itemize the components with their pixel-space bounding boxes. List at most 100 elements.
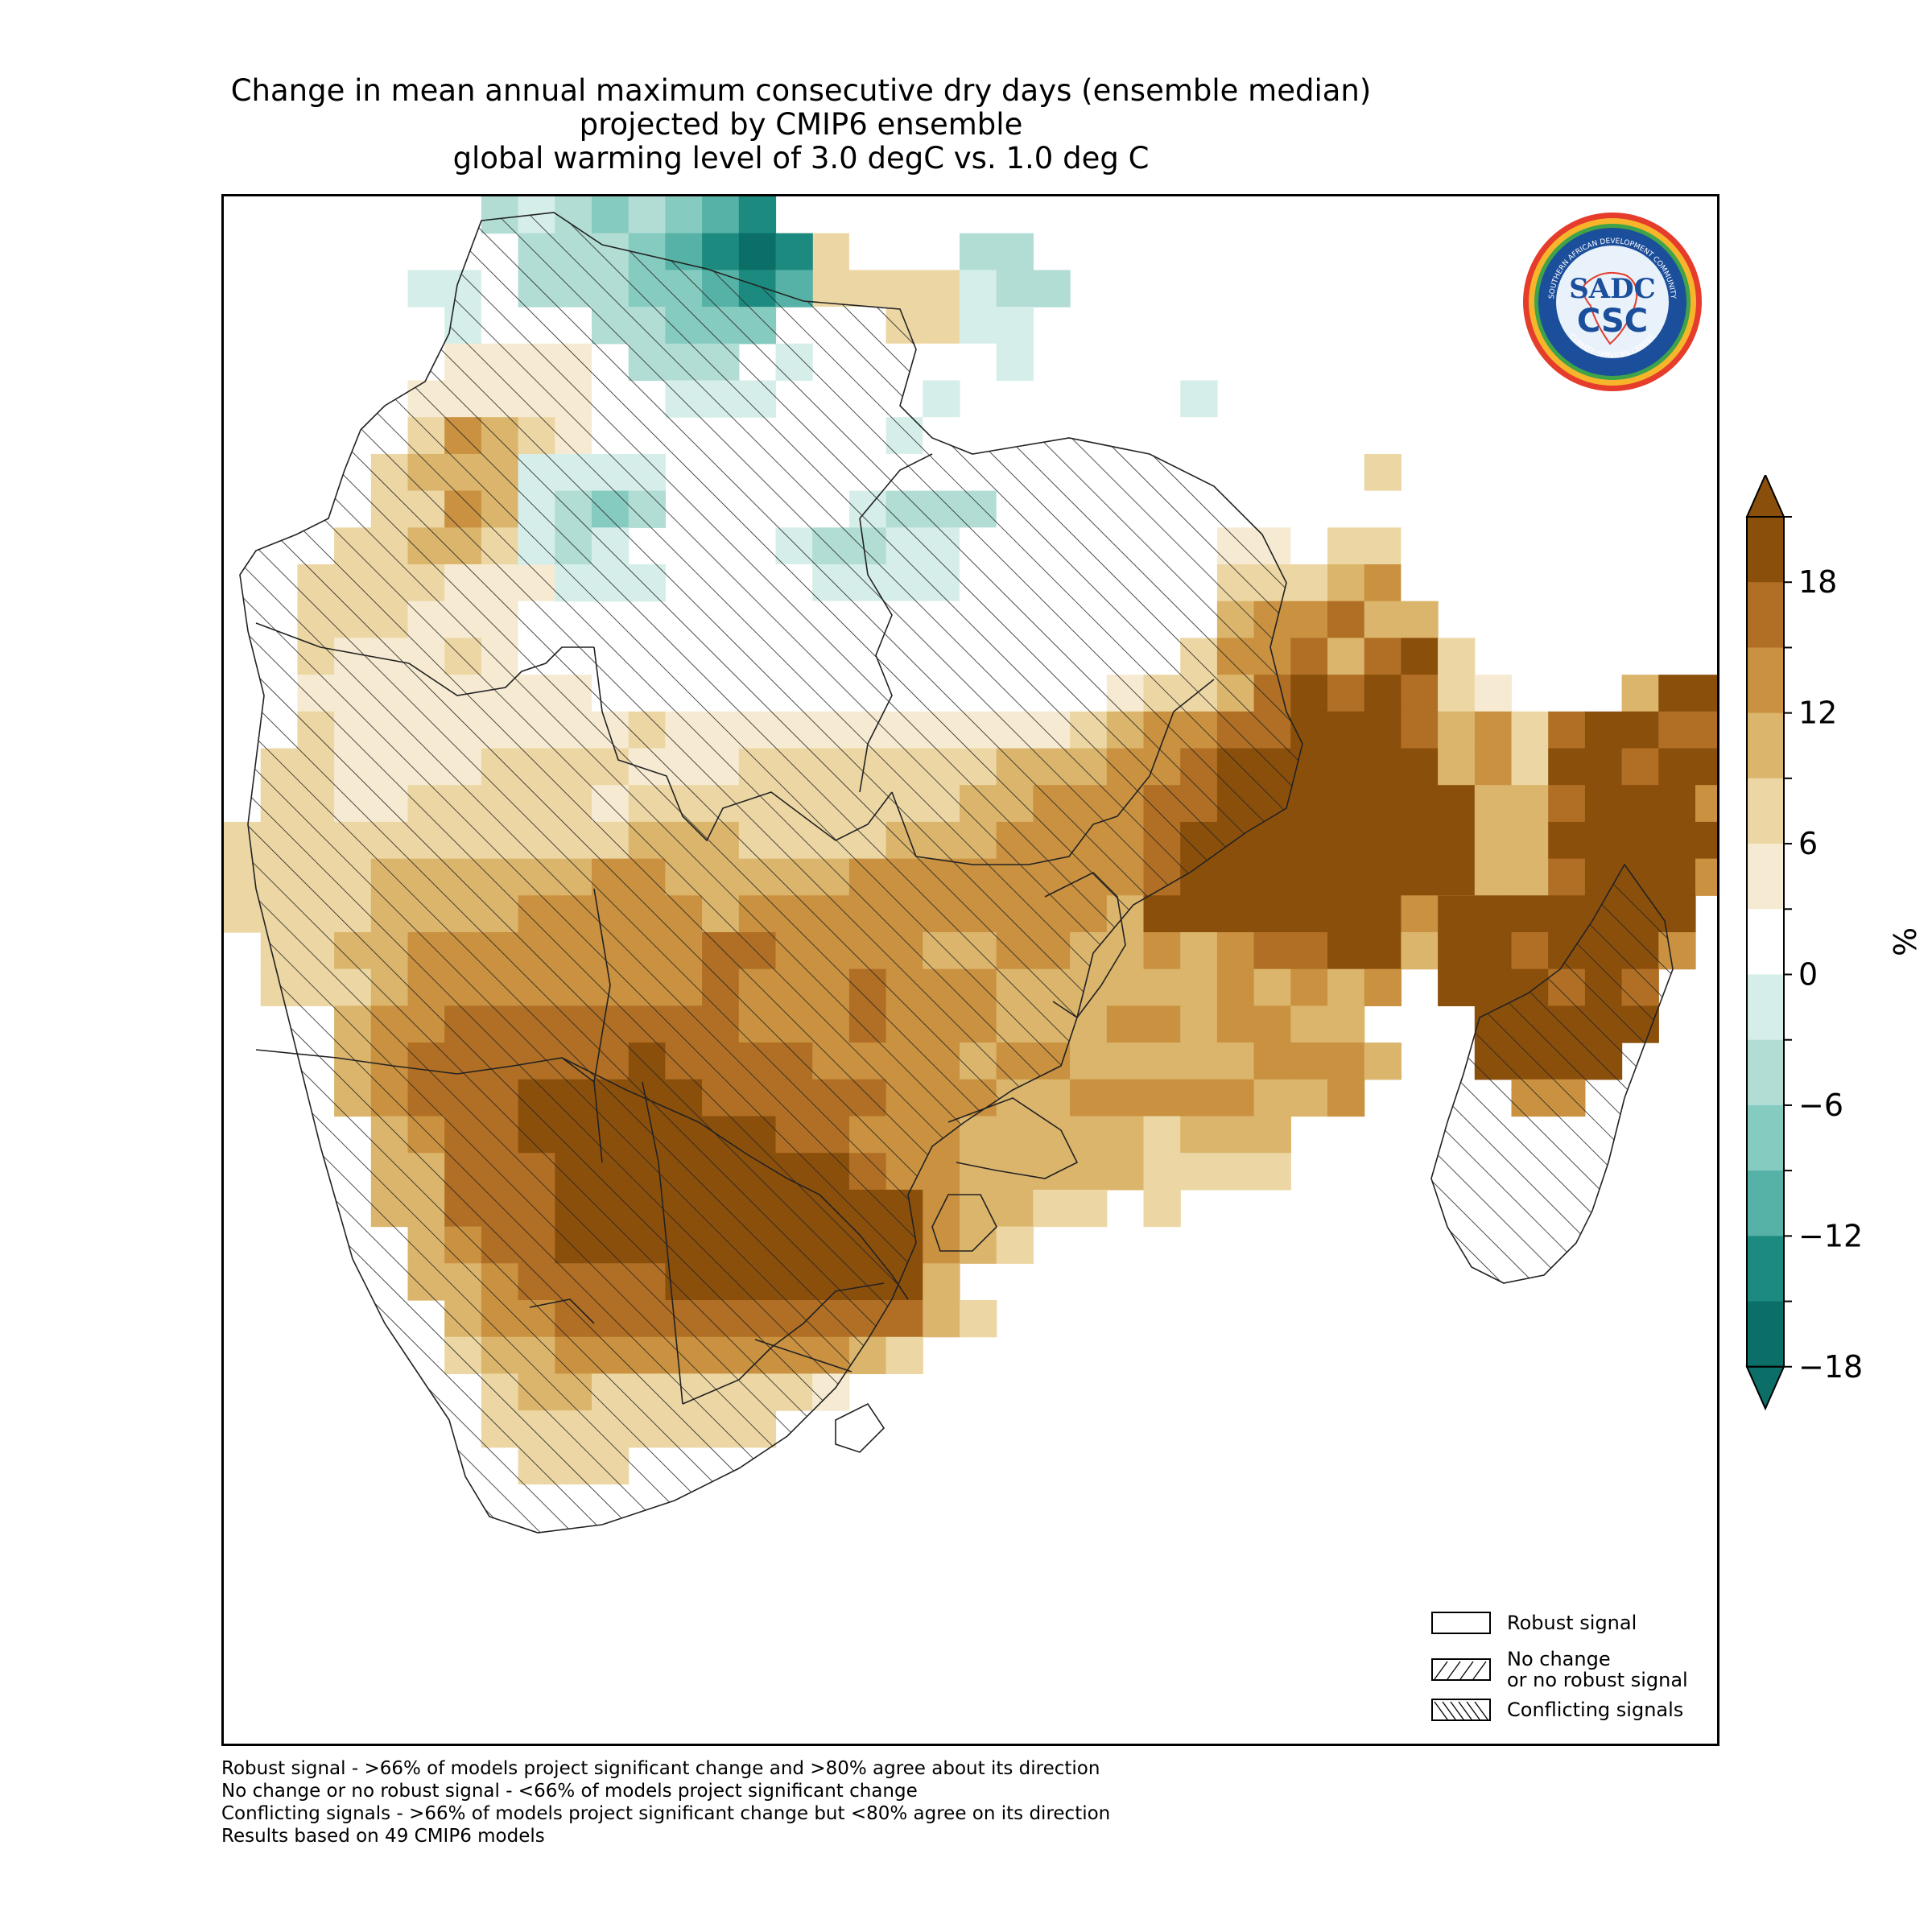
grid-cell — [1216, 858, 1255, 896]
grid-cell — [1216, 417, 1255, 455]
colorbar-extend-min — [1745, 1365, 1785, 1411]
grid-cell — [628, 196, 666, 234]
grid-cell — [1327, 527, 1365, 565]
grid-cell-madagascar — [1474, 968, 1513, 1006]
colorbar-tick-label: 0 — [1798, 957, 1818, 993]
grid-cell — [1143, 932, 1181, 970]
grid-cell — [775, 233, 813, 270]
footnotes: Robust signal - >66% of models project s… — [221, 1757, 1110, 1847]
grid-cell — [1290, 785, 1328, 823]
grid-cell — [702, 196, 740, 234]
grid-cell — [996, 1226, 1034, 1264]
footnote-no-change: No change or no robust signal - <66% of … — [221, 1781, 918, 1802]
grid-cell — [1290, 1079, 1328, 1117]
grid-cell-madagascar — [1621, 748, 1659, 786]
country-border — [593, 646, 893, 842]
grid-cell — [1253, 968, 1291, 1006]
grid-cell — [407, 270, 445, 308]
colorbar-segment — [1747, 974, 1784, 1041]
grid-cell-madagascar — [1474, 858, 1513, 896]
country-border — [561, 1057, 820, 1195]
grid-cell — [1143, 1116, 1181, 1154]
grid-cell — [923, 233, 960, 270]
grid-cell — [738, 233, 777, 270]
grid-cell — [1253, 1005, 1291, 1043]
grid-cell — [960, 1153, 997, 1191]
grid-cell — [1364, 968, 1402, 1006]
grid-cell-madagascar — [1584, 821, 1623, 860]
grid-cell — [1143, 1153, 1181, 1191]
grid-cell — [1033, 1189, 1071, 1228]
grid-cell — [1327, 638, 1365, 675]
grid-cell — [996, 233, 1034, 270]
grid-cell — [1401, 601, 1439, 638]
grid-cell — [923, 270, 960, 308]
grid-cell — [738, 196, 777, 234]
country-border — [1044, 872, 1126, 1019]
grid-cell — [886, 196, 923, 234]
grid-cell — [1364, 895, 1402, 933]
logo-text-sadc: SADC — [1569, 273, 1655, 305]
country-border — [947, 1097, 1079, 1179]
grid-cell-madagascar — [1548, 748, 1586, 786]
grid-cell — [1364, 1042, 1402, 1080]
country-border — [835, 1402, 886, 1453]
grid-cell — [1438, 711, 1476, 749]
colorbar-tick-label: 18 — [1798, 564, 1837, 600]
grid-cell — [1106, 1005, 1145, 1043]
grid-cell — [1070, 1042, 1108, 1080]
sadc-csc-logo: SOUTHERN AFRICAN DEVELOPMENT COMMUNITY C… — [1521, 211, 1703, 393]
grid-cell — [1327, 1079, 1365, 1117]
grid-cell — [1327, 1005, 1365, 1043]
grid-cell-madagascar — [1658, 858, 1696, 896]
grid-cell — [1327, 748, 1365, 786]
grid-cell — [960, 1116, 997, 1154]
grid-cell — [1364, 858, 1402, 896]
grid-cell — [1364, 711, 1402, 749]
colorbar: 18 12 6 0 −6 −12 −18% — [1731, 473, 1932, 1465]
grid-cell — [1438, 858, 1476, 896]
grid-cell-madagascar — [1474, 748, 1513, 786]
grid-cell — [960, 307, 997, 345]
grid-cell — [1216, 968, 1255, 1006]
footnote-models: Results based on 49 CMIP6 models — [221, 1826, 545, 1847]
grid-cell — [1253, 1153, 1291, 1191]
colorbar-segment — [1747, 517, 1784, 583]
grid-cell — [1438, 675, 1476, 712]
grid-cell — [1180, 1005, 1218, 1043]
grid-cell-madagascar — [1511, 821, 1549, 860]
legend-label-no-change-2: or no robust signal — [1507, 1669, 1688, 1691]
grid-cell — [1401, 527, 1439, 565]
grid-cell — [1143, 1042, 1181, 1080]
grid-cell-madagascar — [1695, 858, 1717, 896]
grid-cell — [996, 270, 1034, 308]
footnote-conflicting: Conflicting signals - >66% of models pro… — [221, 1803, 1111, 1824]
grid-cell — [702, 233, 740, 270]
grid-cell — [1216, 1079, 1255, 1117]
grid-cell-madagascar — [1548, 858, 1586, 896]
colorbar-segment — [1747, 778, 1784, 844]
grid-cell — [1106, 932, 1145, 970]
grid-cell — [1180, 380, 1218, 418]
grid-cell — [1327, 675, 1365, 712]
grid-cell-madagascar — [1438, 932, 1476, 970]
country-border — [754, 1339, 852, 1373]
grid-cell-madagascar — [1511, 748, 1549, 786]
grid-cell — [1253, 932, 1291, 970]
colorbar-tick-label: 6 — [1798, 826, 1818, 861]
colorbar-segment — [1747, 1170, 1784, 1236]
grid-cell — [1180, 417, 1218, 455]
grid-cell — [1290, 564, 1328, 602]
grid-cell-madagascar — [1511, 858, 1549, 896]
country-border — [891, 679, 1215, 865]
grid-cell — [960, 1189, 997, 1228]
colorbar-segment — [1747, 647, 1784, 714]
grid-cell — [665, 196, 703, 234]
colorbar-segment — [1747, 909, 1784, 975]
grid-cell — [1216, 1116, 1255, 1154]
grid-cell-madagascar — [1695, 711, 1717, 749]
grid-cell — [1290, 858, 1328, 896]
grid-cell — [923, 1300, 960, 1338]
grid-cell — [886, 1336, 923, 1374]
grid-cell — [1290, 932, 1328, 970]
